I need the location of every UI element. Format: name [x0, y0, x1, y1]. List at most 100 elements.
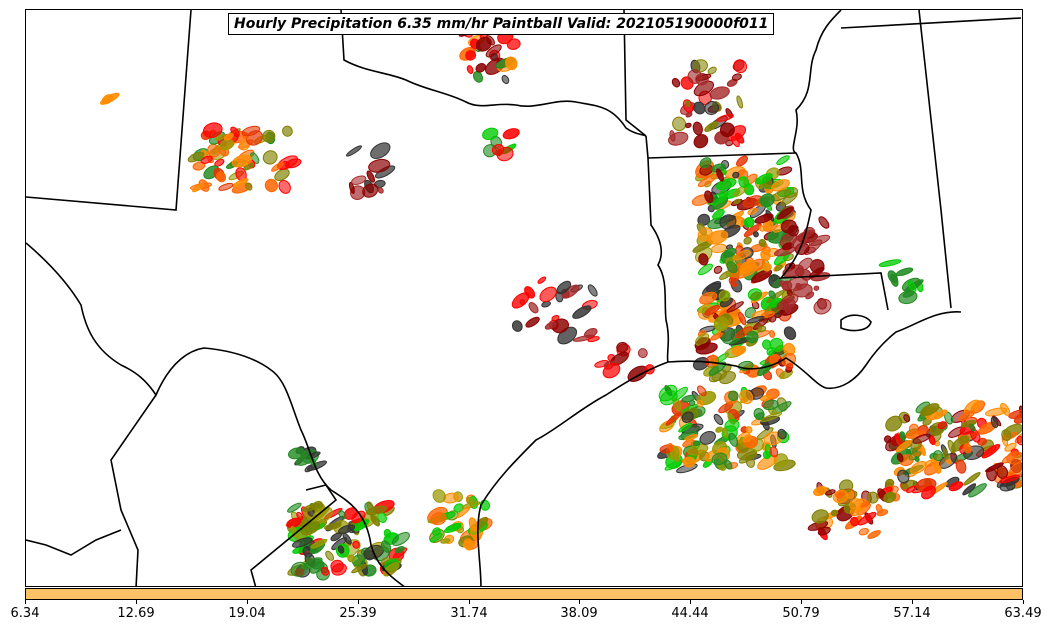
precip-blob	[693, 101, 706, 115]
border-ar-tx	[645, 135, 649, 159]
precip-blob	[747, 288, 763, 301]
coast-louisiana	[667, 311, 962, 390]
border-mexico-states-2	[26, 529, 122, 556]
precip-blob	[231, 154, 253, 168]
precip-blob	[1020, 471, 1022, 478]
precip-blob	[351, 175, 367, 185]
precip-blob	[672, 116, 687, 132]
precip-blob	[684, 100, 691, 107]
precip-blob	[347, 554, 356, 563]
precip-blob	[696, 399, 704, 408]
precip-blob	[760, 411, 783, 423]
precip-blob	[932, 450, 944, 462]
precip-blob	[899, 431, 907, 441]
precip-blob	[811, 509, 829, 524]
precip-blob	[774, 264, 783, 272]
precip-blob	[885, 415, 903, 432]
precip-blob	[1002, 452, 1017, 464]
precip-blob	[456, 506, 471, 518]
precip-blob	[732, 250, 751, 261]
precip-blob	[742, 434, 752, 443]
precip-blob	[736, 345, 747, 355]
precip-blob	[544, 321, 557, 330]
precip-blob	[824, 489, 836, 496]
precip-blob	[759, 193, 775, 208]
precip-blob	[287, 502, 302, 513]
precip-blob	[731, 73, 742, 81]
precip-blob	[850, 516, 859, 527]
border-tx-la	[647, 157, 670, 363]
precip-blob	[716, 113, 734, 122]
precip-blob	[1021, 450, 1022, 458]
precip-blob	[754, 213, 774, 224]
precip-blob	[762, 339, 772, 350]
precip-blob	[902, 290, 915, 298]
precip-blob	[693, 134, 709, 149]
precip-blob	[282, 125, 293, 137]
precip-blob	[722, 427, 729, 439]
precip-blob	[981, 443, 1001, 459]
precip-blob	[999, 474, 1021, 484]
precip-blob	[537, 276, 547, 284]
precip-blob	[718, 290, 731, 302]
precip-blob	[738, 311, 747, 326]
precip-blob	[955, 459, 967, 474]
precip-blob	[286, 517, 302, 528]
precip-blob	[370, 514, 381, 527]
precip-blob	[779, 280, 789, 291]
precip-blob	[912, 433, 931, 444]
precip-blob	[362, 183, 379, 198]
precip-blob	[587, 284, 598, 297]
precip-blob	[805, 291, 815, 300]
precip-blob	[751, 269, 773, 283]
precip-blob	[830, 509, 839, 517]
precip-blob	[905, 485, 917, 493]
precip-blob	[719, 122, 735, 138]
precip-blob	[505, 56, 518, 71]
precip-blob	[302, 503, 320, 512]
precip-blob	[958, 410, 975, 422]
colorbar	[25, 588, 1023, 600]
precip-blob	[320, 566, 330, 576]
precip-blob	[472, 71, 484, 83]
precip-blob	[587, 336, 600, 343]
precip-blob	[903, 414, 911, 423]
precip-blob	[724, 419, 740, 432]
precip-blob	[752, 231, 759, 238]
precip-blob	[716, 168, 724, 182]
border-red-river	[340, 10, 647, 137]
precip-blob	[223, 132, 234, 141]
precip-blob	[669, 130, 676, 142]
precip-blob	[818, 216, 830, 229]
precip-blob	[745, 426, 753, 434]
precip-blob	[502, 128, 520, 140]
precip-blob	[539, 286, 557, 303]
precip-blob	[760, 394, 773, 402]
precip-blob	[762, 399, 779, 411]
precip-blob	[808, 234, 831, 247]
precip-blob	[377, 187, 384, 194]
precip-blob	[687, 69, 703, 84]
precip-blob	[468, 517, 478, 532]
precip-blob	[736, 155, 748, 167]
precip-blob	[348, 181, 355, 194]
precip-blob	[697, 213, 711, 226]
precip-blob	[330, 532, 342, 542]
precip-blob	[383, 528, 392, 538]
precip-blob	[709, 86, 730, 100]
precip-blob	[290, 526, 299, 539]
precip-blob	[735, 326, 753, 339]
precip-blob	[1016, 435, 1022, 446]
precip-blob	[698, 263, 713, 276]
precip-blob	[525, 316, 540, 328]
precip-blob	[743, 236, 752, 245]
precip-blob	[692, 440, 701, 447]
precip-blob	[728, 390, 739, 402]
precip-blob	[963, 471, 981, 486]
precip-blob	[291, 537, 313, 548]
precip-blob	[637, 348, 648, 359]
precip-blob	[736, 95, 743, 109]
precip-blob	[684, 122, 692, 129]
precip-blob	[785, 362, 794, 371]
precip-blob	[584, 327, 598, 339]
